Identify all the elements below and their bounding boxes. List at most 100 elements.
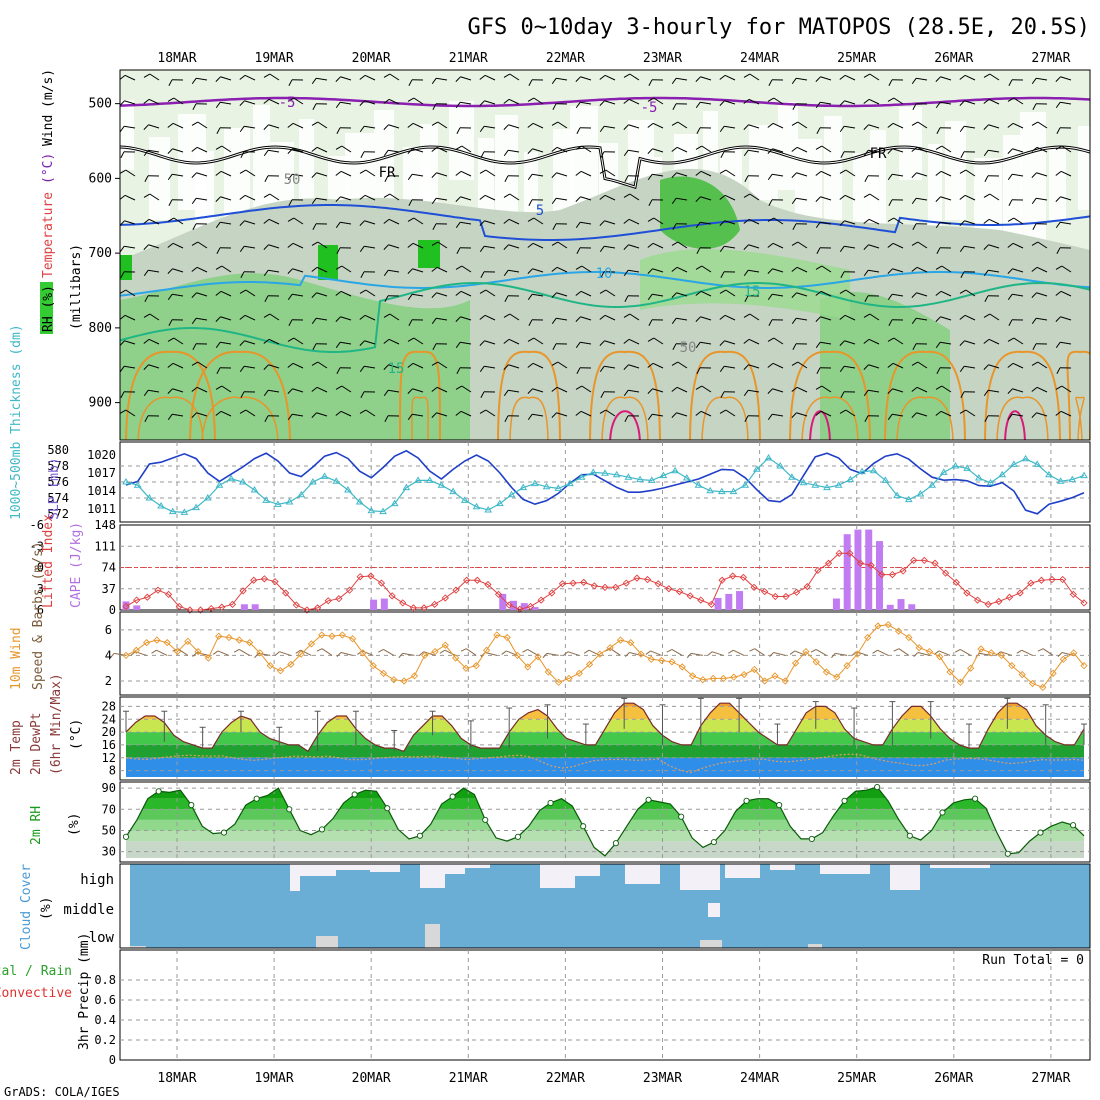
wind-barb (120, 220, 136, 226)
barb-flag (431, 77, 437, 85)
wind-barb (479, 194, 496, 201)
wind-barb (383, 338, 400, 345)
wind-speed-point (606, 644, 614, 652)
barb-flag (672, 343, 677, 350)
barb-flag (431, 266, 438, 272)
barb-flag (720, 151, 725, 158)
barb-staff (460, 196, 472, 201)
wind-barb (647, 217, 664, 225)
credit-label: GrADS: COLA/IGES (4, 1085, 120, 1099)
barb-staff (1021, 649, 1033, 656)
barb-flag (624, 652, 630, 657)
barb-flag (995, 651, 1001, 656)
cloud-background (130, 864, 1090, 948)
barb-flag (503, 73, 511, 78)
barb-staff (484, 74, 496, 81)
barb-staff (340, 341, 352, 345)
barb-flag (167, 268, 173, 274)
barb-staff (868, 244, 880, 249)
barb-flag (815, 290, 822, 296)
wind-barb (527, 173, 544, 181)
wind-barb (1031, 292, 1048, 298)
wind-barb (263, 98, 280, 105)
wind-barb (215, 170, 232, 177)
barb-staff (460, 410, 472, 417)
barb-flag (831, 653, 836, 659)
wind-barb (1032, 343, 1048, 350)
barb-flag (239, 365, 245, 373)
barb-flag (984, 295, 989, 302)
barb-staff (124, 220, 136, 225)
wind-barb (456, 367, 472, 374)
barb-staff (1060, 170, 1072, 177)
lifted-index-point (313, 604, 322, 612)
thickness-point (227, 474, 236, 482)
thickness-point (157, 502, 165, 509)
barb-staff (557, 121, 568, 129)
precip-rain-label: Total / Rain (0, 964, 72, 979)
thickness-point (309, 478, 317, 485)
wind-barb (791, 412, 808, 418)
barb-flag (551, 317, 557, 325)
lifted-index-point (324, 597, 332, 605)
rh-point (1037, 829, 1044, 836)
barb-staff (268, 269, 280, 273)
barb-flag (551, 266, 558, 272)
barb-flag (120, 391, 125, 398)
wind-barb (888, 319, 904, 326)
wind-barb (672, 343, 688, 350)
cloud-ylabel: Cloud Cover (19, 864, 34, 950)
barb-staff (196, 292, 208, 297)
barb-staff (868, 149, 880, 153)
temp-tick: 8 (109, 764, 116, 778)
cape-bar (908, 604, 916, 610)
barb-flag (935, 341, 941, 349)
temp-tick: 24 (102, 712, 116, 726)
wind-barb (887, 242, 904, 249)
wind-speed-point (575, 669, 583, 677)
barb-flag (840, 151, 845, 158)
lifted-index-point (431, 600, 439, 608)
wind-speed-point (1039, 683, 1047, 692)
rh-point (351, 791, 358, 798)
barb-staff (869, 73, 880, 81)
wind-barb (623, 364, 640, 370)
thickness-point (811, 481, 820, 488)
wind-speed-point (359, 649, 367, 657)
barb-staff (797, 121, 808, 129)
barb-flag (743, 218, 750, 224)
thickness-point (974, 474, 983, 481)
barb-flag (959, 340, 965, 346)
barb-staff (172, 388, 184, 393)
lifted-index-point (1005, 593, 1014, 601)
wind-speed-point (338, 631, 346, 639)
precip-ylabel: 3hr Precip (mm) (77, 933, 92, 1050)
barb-flag (455, 341, 461, 349)
wind-barb (768, 79, 784, 86)
wind-barb (983, 124, 1000, 130)
barb-flag (456, 367, 461, 374)
barb-flag (791, 197, 797, 205)
barb-staff (484, 340, 496, 345)
barb-staff (220, 101, 232, 105)
barb-flag (528, 319, 533, 326)
wind-barb (335, 341, 352, 349)
barb-flag (407, 148, 413, 154)
barb-flag (460, 648, 467, 652)
wind-speed-point (822, 668, 831, 676)
wind-barb (191, 77, 208, 85)
barb-flag (599, 289, 607, 294)
wind-barb (671, 292, 688, 298)
barb-staff (628, 149, 640, 153)
barb-staff (1036, 292, 1048, 297)
barb-staff (316, 77, 328, 81)
barb-flag (623, 218, 630, 224)
barb-flag (312, 103, 317, 110)
barb-flag (599, 340, 605, 346)
wind-barb (839, 245, 856, 253)
barb-staff (835, 652, 848, 656)
barb-staff (652, 122, 664, 129)
barb-staff (244, 220, 256, 225)
barb-flag (359, 220, 365, 226)
upper-air-ylabel: Wind (41, 115, 56, 146)
